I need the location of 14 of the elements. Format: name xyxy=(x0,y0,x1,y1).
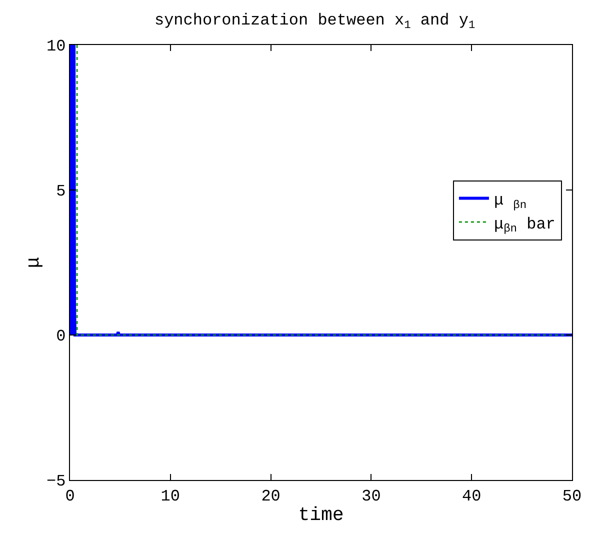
y-axis-title: μ xyxy=(22,256,44,268)
x-axis-title: time xyxy=(298,504,344,526)
legend-label: μ$_{βn}$ bar xyxy=(494,215,556,236)
x-tick-label: 30 xyxy=(362,487,381,506)
x-tick-label: 10 xyxy=(160,487,180,506)
y-tick-label: −5 xyxy=(46,472,66,491)
chart-title: synchoronization between x$_{1}$ and y$_{1}$ xyxy=(154,12,476,32)
x-tick-label: 50 xyxy=(562,487,582,506)
legend-label: μ $_{βn}$ xyxy=(494,191,527,212)
y-tick-label: 10 xyxy=(46,38,66,56)
y-tick-label: 0 xyxy=(56,328,66,346)
y-tick-label: 5 xyxy=(56,182,66,201)
x-tick-label: 20 xyxy=(261,487,280,506)
x-tick-label: 40 xyxy=(462,487,482,506)
